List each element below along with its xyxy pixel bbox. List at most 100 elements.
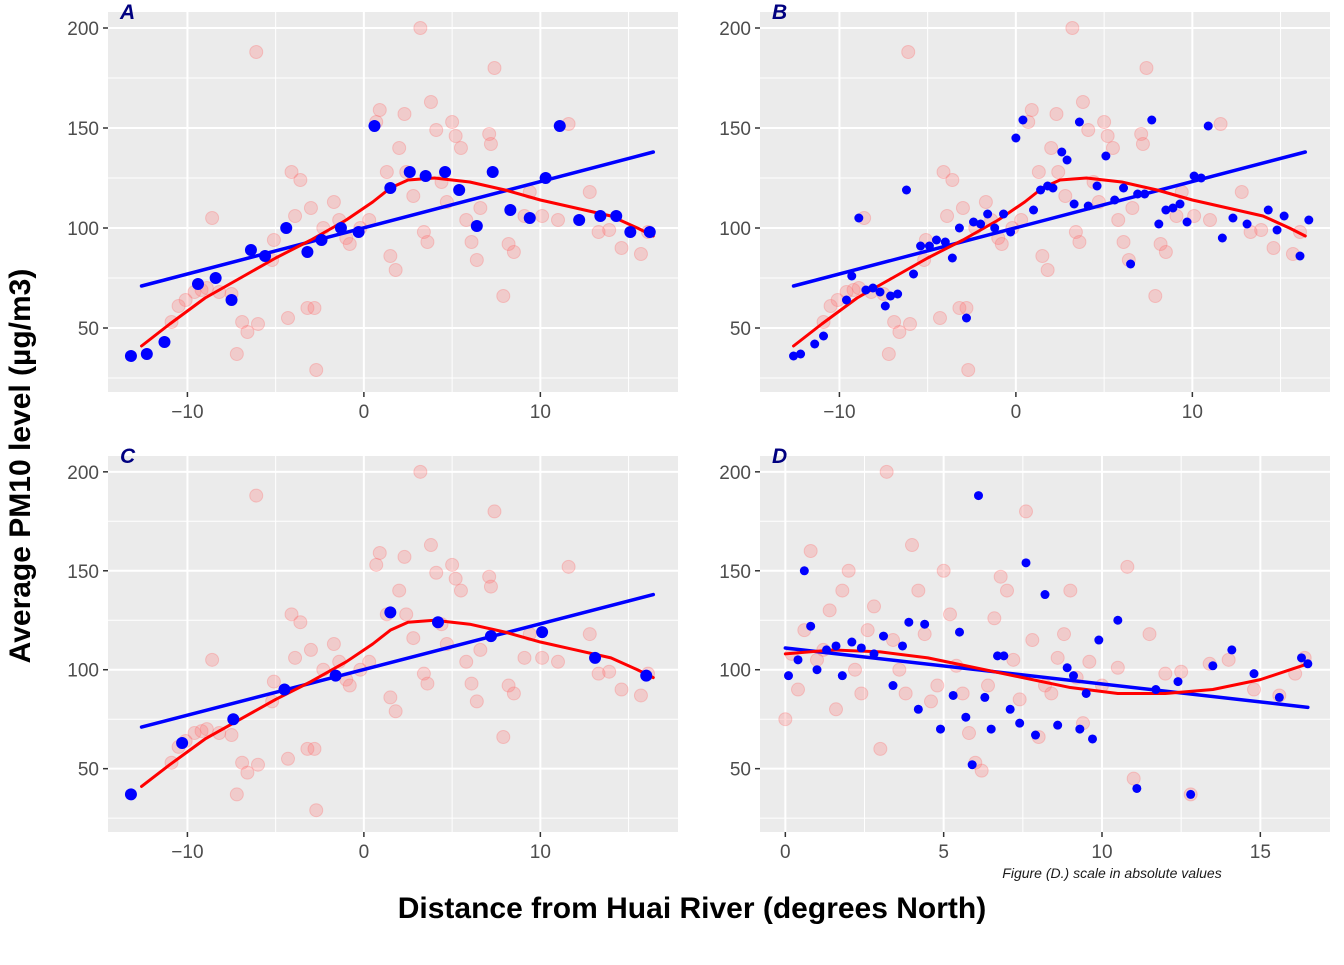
background-point: [978, 195, 993, 209]
background-point: [300, 301, 315, 315]
group-point: [1263, 205, 1273, 215]
group-point: [1092, 181, 1102, 191]
panel-tag: B: [772, 1, 787, 24]
background-point: [235, 755, 250, 770]
background-point: [453, 141, 468, 155]
background-point: [399, 607, 414, 622]
background-point: [846, 283, 861, 297]
group-point: [1081, 688, 1091, 698]
group-point: [898, 641, 907, 651]
group-point: [812, 665, 822, 675]
background-point: [1058, 189, 1073, 203]
background-point: [892, 325, 907, 339]
background-point: [633, 688, 648, 703]
background-point: [1213, 117, 1228, 131]
background-point: [924, 694, 938, 709]
group-point: [931, 235, 941, 245]
group-point: [880, 301, 890, 311]
background-point: [936, 165, 951, 179]
background-point: [1012, 692, 1027, 707]
group-point: [1249, 669, 1259, 679]
linear-fit-line: [139, 150, 656, 288]
background-point: [379, 165, 394, 179]
group-point: [334, 222, 347, 234]
background-point: [873, 741, 888, 756]
background-point: [392, 141, 407, 155]
background-point: [1110, 660, 1125, 675]
group-point: [888, 681, 898, 691]
group-point: [796, 349, 806, 359]
group-point: [589, 651, 602, 664]
group-point: [893, 289, 903, 299]
background-point: [1082, 654, 1097, 669]
group-point: [315, 234, 328, 246]
background-point: [369, 557, 384, 572]
group-point: [974, 491, 983, 501]
background-point: [1044, 141, 1059, 155]
background-point: [1234, 185, 1249, 199]
group-point: [470, 220, 483, 232]
background-point: [464, 676, 479, 691]
group-point: [1173, 677, 1183, 687]
group-point: [640, 669, 653, 682]
background-point: [1254, 223, 1269, 237]
background-point: [303, 201, 318, 215]
y-tick-label: 100: [719, 219, 751, 240]
group-point: [961, 313, 971, 323]
background-point: [887, 315, 902, 329]
group-point: [209, 272, 222, 284]
group-point: [1297, 653, 1306, 663]
background-point: [1081, 123, 1096, 137]
background-point: [1100, 129, 1115, 143]
background-point: [473, 642, 488, 657]
background-point: [961, 363, 976, 377]
background-point: [962, 726, 976, 741]
group-point: [822, 645, 831, 655]
group-point: [920, 619, 930, 629]
group-point: [1189, 171, 1199, 181]
group-point: [948, 690, 958, 700]
background-point: [1111, 213, 1126, 227]
group-point: [1110, 195, 1120, 205]
background-point: [1174, 664, 1189, 679]
background-point: [288, 650, 303, 665]
background-point: [1158, 245, 1173, 259]
background-point: [582, 185, 597, 199]
group-point: [192, 278, 204, 290]
group-point: [793, 655, 803, 665]
panel-background: [108, 456, 678, 832]
group-point: [810, 339, 820, 349]
background-point: [326, 637, 341, 651]
background-point: [251, 757, 265, 772]
background-point: [392, 583, 407, 598]
background-point: [1148, 289, 1163, 303]
group-point: [403, 166, 416, 178]
group-point: [819, 331, 829, 341]
background-point: [936, 563, 951, 578]
x-tick-label: 0: [359, 402, 370, 423]
panel-tag: D: [772, 445, 787, 468]
background-point: [506, 245, 521, 259]
background-point: [284, 607, 299, 622]
group-point: [1242, 219, 1252, 229]
background-point: [483, 137, 498, 151]
group-point: [1154, 219, 1164, 229]
background-point: [445, 115, 460, 129]
background-point: [945, 173, 960, 187]
background-point: [959, 301, 974, 315]
background-point: [987, 611, 1002, 626]
group-point: [854, 213, 864, 223]
background-point: [205, 211, 220, 225]
background-point: [803, 543, 818, 558]
x-tick-label: 15: [1250, 842, 1271, 863]
background-point: [506, 686, 521, 701]
background-point: [1139, 61, 1154, 75]
background-point: [1116, 235, 1131, 249]
background-point: [1051, 165, 1066, 179]
group-point: [1196, 173, 1206, 183]
panel-background: [760, 12, 1330, 392]
group-point: [1094, 635, 1104, 645]
background-point: [459, 213, 474, 227]
group-point: [940, 237, 950, 247]
